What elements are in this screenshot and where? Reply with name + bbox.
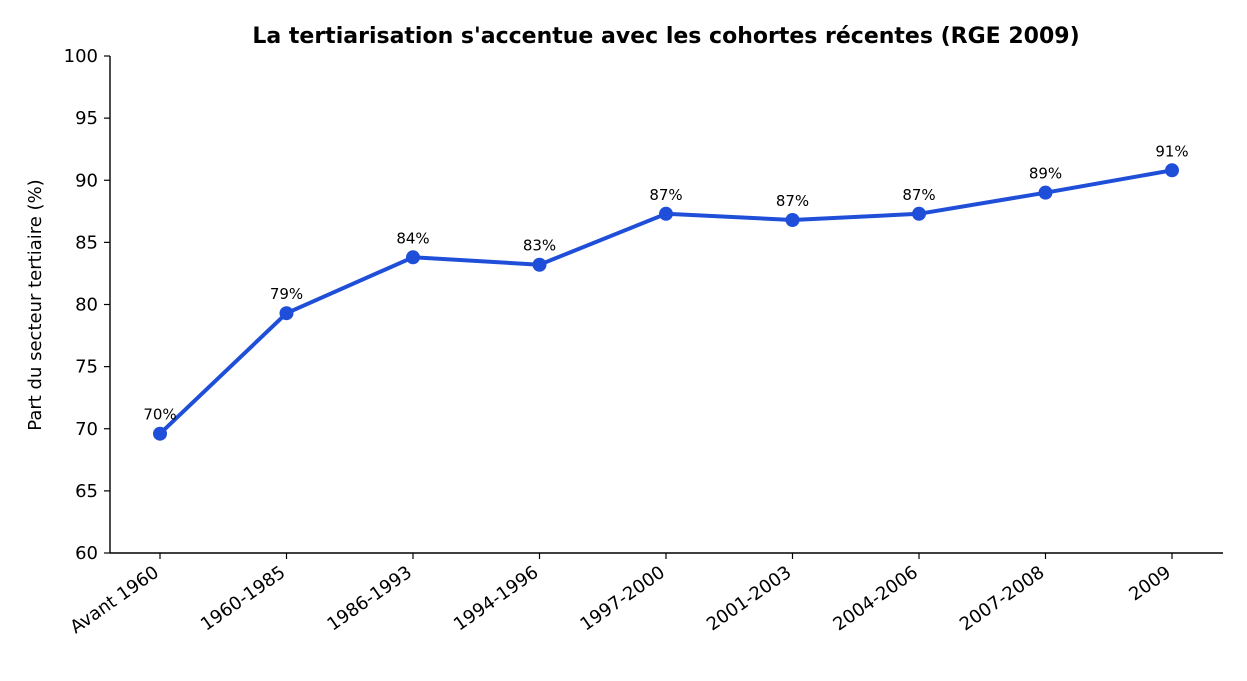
- y-tick-label: 70: [75, 419, 98, 440]
- y-tick-label: 60: [75, 543, 98, 564]
- data-label: 91%: [1155, 142, 1188, 160]
- data-label: 70%: [143, 406, 176, 424]
- data-point: [532, 257, 547, 272]
- data-point: [1165, 163, 1179, 178]
- data-point: [279, 306, 294, 321]
- y-ticks: 60 65 70 75 80 85 90 95 100: [64, 46, 110, 564]
- data-point: [406, 250, 420, 265]
- data-points: [153, 163, 1179, 441]
- chart-title: La tertiarisation s'accentue avec les co…: [252, 24, 1079, 49]
- y-tick-label: 65: [75, 481, 98, 502]
- x-tick-label: 1960-1985: [197, 562, 289, 635]
- y-tick-label: 90: [75, 170, 98, 191]
- y-axis-label: Part du secteur tertiaire (%): [25, 179, 46, 430]
- y-tick-label: 95: [75, 108, 98, 129]
- data-point: [785, 213, 800, 228]
- x-tick-label: 1997-2000: [576, 562, 668, 635]
- data-label: 79%: [270, 285, 303, 303]
- data-label: 89%: [1029, 165, 1062, 183]
- data-label: 84%: [396, 229, 429, 247]
- x-ticks: Avant 1960 1960-1985 1986-1993 1994-1996 199…: [67, 553, 1175, 638]
- data-label: 87%: [902, 186, 935, 204]
- data-label: 87%: [649, 186, 682, 204]
- x-tick-label: 2001-2003: [703, 562, 795, 635]
- data-point: [1038, 185, 1053, 200]
- data-label: 87%: [776, 192, 809, 210]
- data-point: [659, 206, 673, 221]
- data-label: 83%: [523, 237, 556, 255]
- x-tick-label: 1986-1993: [323, 562, 415, 635]
- x-tick-label: 2007-2008: [956, 562, 1048, 635]
- y-tick-label: 75: [75, 357, 98, 378]
- y-tick-label: 85: [75, 232, 98, 253]
- y-tick-label: 80: [75, 295, 98, 316]
- data-point: [153, 426, 167, 441]
- data-labels: 70% 79% 84% 83% 87% 87% 87% 89% 91%: [143, 142, 1188, 423]
- x-tick-label: 2004-2006: [829, 562, 921, 635]
- data-point: [912, 206, 926, 221]
- x-tick-label: Avant 1960: [67, 562, 163, 638]
- y-tick-label: 100: [64, 46, 98, 67]
- x-tick-label: 1994-1996: [450, 562, 542, 635]
- x-tick-label: 2009: [1125, 562, 1175, 605]
